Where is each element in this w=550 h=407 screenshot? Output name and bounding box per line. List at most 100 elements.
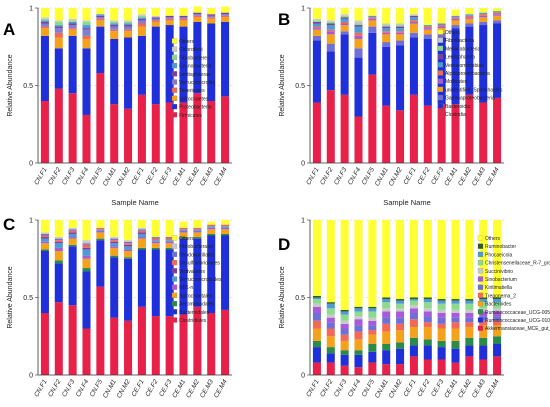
bar-segment <box>451 303 460 310</box>
panel-letter: B <box>278 10 290 29</box>
legend-label: Fibrobacteres <box>179 55 210 61</box>
bar-segment <box>68 237 77 239</box>
bar-segment <box>423 345 432 360</box>
bar-segment <box>382 8 391 24</box>
bar-segment <box>465 26 474 95</box>
bar-segment <box>221 220 230 225</box>
bar-segment <box>423 105 432 163</box>
bar-segment <box>96 14 105 16</box>
bar-segment <box>382 323 391 332</box>
bar-segment <box>423 302 432 309</box>
bar-segment <box>382 32 391 35</box>
bar-segment <box>110 25 119 27</box>
legend-label: Others <box>485 236 501 242</box>
bar-segment <box>396 45 405 111</box>
legend-swatch <box>477 309 484 315</box>
bar-segment <box>368 308 377 312</box>
bar-segment <box>340 220 349 310</box>
bar-segment <box>179 15 188 18</box>
bar-segment <box>207 227 216 230</box>
bar-segment <box>437 340 446 348</box>
bar-segment <box>465 313 474 318</box>
bar-segment <box>110 237 119 239</box>
bar-segment <box>340 8 349 15</box>
legend-item: Fibrobacterales <box>171 243 214 250</box>
bar-segment <box>423 316 432 323</box>
bar-segment <box>165 241 174 244</box>
legend-item: Bacteroidales <box>171 309 210 316</box>
bar-segment <box>151 237 160 239</box>
bar-segment <box>124 23 133 26</box>
y-tick-label: 0 <box>301 373 305 380</box>
bar-segment <box>110 26 119 30</box>
bar-segment <box>110 29 119 32</box>
bar-segment <box>179 8 188 16</box>
bar-segment <box>137 249 146 307</box>
bar-segment <box>110 317 119 375</box>
bar-segment <box>354 339 363 351</box>
bar-segment <box>354 35 363 39</box>
legend-label: Bacteroidales <box>179 310 210 316</box>
bar-segment <box>221 309 230 375</box>
bar-segment <box>165 20 174 26</box>
bar-segment <box>124 249 133 251</box>
bar-segment <box>312 313 321 321</box>
bar-segment <box>451 18 460 21</box>
bar-segment <box>396 300 405 304</box>
legend-label: Firmicutes <box>179 113 203 119</box>
legend-swatch <box>477 301 484 307</box>
bar-segment <box>68 25 77 29</box>
bar-segment <box>340 21 349 24</box>
legend-swatch <box>171 71 178 77</box>
legend-swatch <box>171 301 178 307</box>
bar-segment <box>193 230 202 233</box>
bar-segment <box>40 35 49 101</box>
bar-segment <box>82 39 91 49</box>
bar-segment <box>326 43 335 52</box>
bar-segment <box>396 303 405 309</box>
bar-segment <box>179 230 188 233</box>
bar-segment <box>493 11 502 13</box>
bar-segment <box>179 227 188 230</box>
bar-segment <box>409 313 418 320</box>
bar-segment <box>68 230 77 233</box>
legend-label: Ruminobacter <box>485 244 516 250</box>
bar-segment <box>151 316 160 375</box>
legend-item: Verrucomicrobia <box>171 79 215 86</box>
bar-segment <box>40 243 49 250</box>
bar-segment <box>493 299 502 303</box>
bar-segment <box>396 25 405 27</box>
legend-swatch <box>437 103 444 109</box>
bar-segment <box>124 258 133 321</box>
bar-segment <box>110 104 119 163</box>
x-tick-label: CE.M4 <box>213 166 229 187</box>
bar-segment <box>493 14 502 16</box>
legend-swatch <box>437 62 444 68</box>
bar-segment <box>396 34 405 41</box>
legend-item: Others <box>437 29 461 36</box>
bar-segment <box>96 220 105 228</box>
legend-item: Treponema_2 <box>477 292 516 299</box>
bar-segment <box>479 25 488 103</box>
bar-segment <box>493 12 502 15</box>
legend-label: Fibrobacterales <box>179 244 214 250</box>
bar-segment <box>409 319 418 327</box>
bar-segment <box>151 20 160 22</box>
bar-segment <box>409 20 418 22</box>
bar-segment <box>479 320 488 326</box>
bar-segment <box>368 325 377 331</box>
bar-segment <box>207 17 216 19</box>
bar-segment <box>354 354 363 368</box>
bar-segment <box>40 237 49 239</box>
y-axis-label: Relative Abundance <box>7 266 14 328</box>
bar-segment <box>110 23 119 26</box>
bar-segment <box>151 241 160 244</box>
bar-segment <box>382 34 391 43</box>
legend-label: Cyanobacteria <box>179 64 211 70</box>
y-tick-label: 0 <box>301 161 305 168</box>
bar-segment <box>312 303 321 307</box>
bar-segment <box>409 32 418 38</box>
bar-segment <box>221 233 230 236</box>
bar-segment <box>326 220 335 303</box>
